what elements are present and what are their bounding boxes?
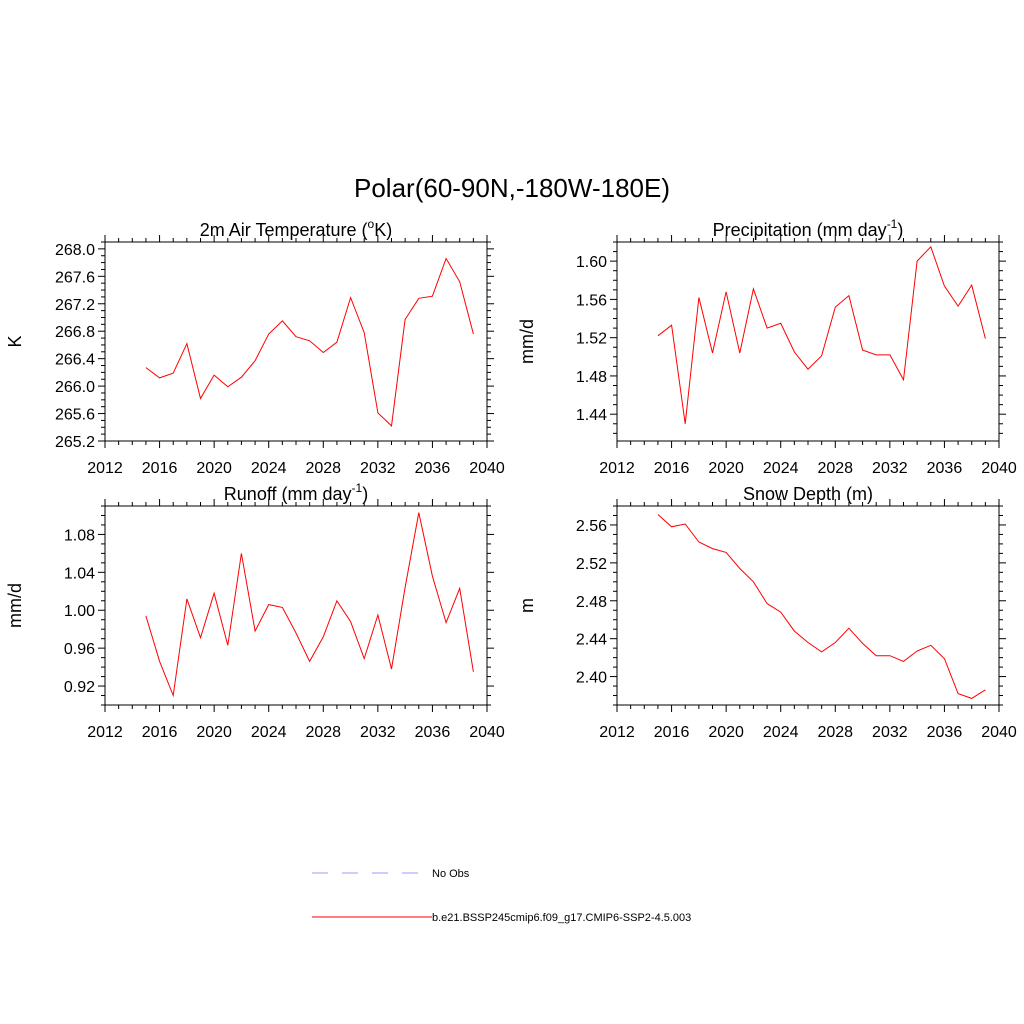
precip-x-tick-label: 2036 (927, 460, 963, 477)
precip-x-tick-label: 2012 (599, 460, 635, 477)
runoff-x-tick-label: 2024 (251, 724, 287, 741)
runoff-x-tick-label: 2016 (142, 724, 178, 741)
runoff-x-tick-label: 2036 (415, 724, 451, 741)
runoff-title-text: Runoff (mm day (224, 484, 352, 504)
tas-x-tick-label: 2020 (196, 460, 232, 477)
runoff-y-tick-label: 0.96 (64, 641, 95, 658)
runoff-plot-frame (104, 505, 488, 706)
precip-y-tick-label: 1.52 (576, 331, 607, 348)
precip-x-tick-label: 2040 (981, 460, 1017, 477)
runoff-y-tick-label: 0.92 (64, 679, 95, 696)
runoff-y-axis-label: mm/d (5, 583, 25, 628)
tas-x-tick-label: 2040 (469, 460, 505, 477)
runoff-x-tick-label: 2012 (87, 724, 123, 741)
runoff-y-tick-label: 1.08 (64, 527, 95, 544)
snowdepth-y-tick-label: 2.44 (576, 632, 607, 649)
precip-x-tick-label: 2016 (654, 460, 690, 477)
snowdepth-x-tick-label: 2028 (817, 724, 853, 741)
snowdepth-x-tick-label: 2032 (872, 724, 908, 741)
runoff-y-tick-label: 1.04 (64, 565, 95, 582)
runoff-x-tick-label: 2020 (196, 724, 232, 741)
runoff-title-suffix: ) (362, 484, 368, 504)
runoff-x-tick-label: 2032 (360, 724, 396, 741)
tas-title-superscript: o (368, 217, 375, 231)
precip-x-tick-label: 2020 (708, 460, 744, 477)
tas-x-tick-label: 2016 (142, 460, 178, 477)
panel-snow-depth: Snow Depth (m) 2012 2016 2020 2024 2028 2032 20… (517, 484, 1017, 741)
tas-x-tick-label: 2012 (87, 460, 123, 477)
precip-y-tick-label: 1.48 (576, 369, 607, 386)
tas-series-line (145, 257, 474, 427)
snowdepth-x-tick-label: 2024 (763, 724, 799, 741)
tas-x-tick-label: 2036 (415, 460, 451, 477)
panel-precipitation: Precipitation (mm day-1) 2012 2016 2020 2024… (517, 217, 1017, 477)
tas-title-suffix: K) (374, 220, 392, 240)
tas-y-tick-label: 267.6 (55, 269, 95, 286)
tas-y-tick-label: 265.2 (55, 434, 95, 451)
snowdepth-y-tick-label: 2.56 (576, 518, 607, 535)
runoff-x-tick-label: 2028 (305, 724, 341, 741)
panel-runoff: Runoff (mm day-1) 2012 2016 2020 2024 2028 203… (5, 481, 505, 741)
precip-title-suffix: ) (897, 220, 903, 240)
legend-obs-label: No Obs (432, 868, 470, 880)
snowdepth-x-tick-label: 2016 (654, 724, 690, 741)
tas-plot-frame (104, 241, 488, 442)
precip-x-tick-label: 2032 (872, 460, 908, 477)
precip-x-tick-label: 2024 (763, 460, 799, 477)
precip-y-tick-label: 1.60 (576, 254, 607, 271)
precip-panel-title: Precipitation (mm day-1) (713, 217, 904, 240)
snowdepth-y-tick-label: 2.40 (576, 670, 607, 687)
snowdepth-x-tick-label: 2020 (708, 724, 744, 741)
tas-y-tick-label: 266.0 (55, 379, 95, 396)
snowdepth-y-tick-label: 2.48 (576, 594, 607, 611)
tas-x-tick-label: 2028 (305, 460, 341, 477)
snowdepth-series-line (657, 514, 986, 699)
panel-air-temperature: 2m Air Temperature (oK) 2012 2016 2020 2024 2… (5, 217, 505, 477)
tas-y-tick-label: 268.0 (55, 242, 95, 259)
tas-title-text: 2m Air Temperature ( (200, 220, 368, 240)
snowdepth-y-tick-label: 2.52 (576, 556, 607, 573)
figure-title: Polar(60-90N,-180W-180E) (354, 173, 670, 203)
runoff-title-superscript: -1 (352, 481, 363, 495)
precip-y-axis-label: mm/d (517, 319, 537, 364)
tas-x-tick-label: 2024 (251, 460, 287, 477)
tas-y-tick-label: 266.8 (55, 324, 95, 341)
legend: No Obs b.e21.BSSP245cmip6.f09_g17.CMIP6-… (312, 868, 691, 924)
snowdepth-x-tick-label: 2040 (981, 724, 1017, 741)
precip-y-tick-label: 1.44 (576, 407, 607, 424)
tas-y-tick-label: 265.6 (55, 407, 95, 424)
snowdepth-y-axis-label: m (517, 598, 537, 613)
runoff-y-tick-label: 1.00 (64, 603, 95, 620)
tas-y-tick-label: 266.4 (55, 352, 95, 369)
snowdepth-plot-frame (616, 505, 1000, 706)
precip-y-tick-label: 1.56 (576, 292, 607, 309)
runoff-panel-title: Runoff (mm day-1) (224, 481, 368, 504)
legend-model-label: b.e21.BSSP245cmip6.f09_g17.CMIP6-SSP2-4.… (432, 912, 691, 924)
tas-y-tick-label: 267.2 (55, 297, 95, 314)
runoff-series-line (145, 512, 474, 698)
snowdepth-x-tick-label: 2012 (599, 724, 635, 741)
tas-panel-title: 2m Air Temperature (oK) (200, 217, 392, 240)
snowdepth-title-text: Snow Depth (m) (743, 484, 873, 504)
precip-x-tick-label: 2028 (817, 460, 853, 477)
precip-title-text: Precipitation (mm day (713, 220, 887, 240)
tas-y-axis-label: K (5, 335, 25, 347)
runoff-x-tick-label: 2040 (469, 724, 505, 741)
snowdepth-panel-title: Snow Depth (m) (743, 484, 873, 504)
tas-x-tick-label: 2032 (360, 460, 396, 477)
snowdepth-x-tick-label: 2036 (927, 724, 963, 741)
precip-series-line (657, 245, 986, 424)
precip-title-superscript: -1 (887, 217, 898, 231)
